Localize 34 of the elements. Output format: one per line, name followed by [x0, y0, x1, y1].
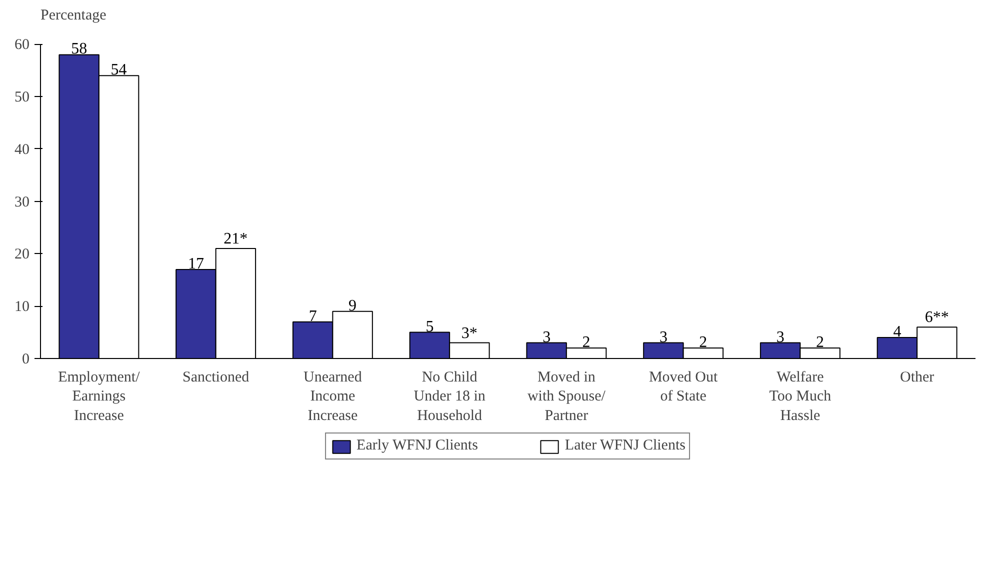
- y-tick-label: 60: [14, 37, 30, 54]
- x-tick-label: Moved Out of State: [648, 370, 719, 405]
- data-label: 3: [776, 328, 784, 346]
- data-label: 2: [699, 334, 708, 352]
- y-axis-title: Percentage: [40, 8, 107, 24]
- y-tick-label: 20: [14, 246, 30, 263]
- x-tick-label: Sanctioned: [182, 370, 250, 386]
- data-label: 4: [893, 324, 902, 341]
- y-tick-label: 50: [14, 90, 30, 106]
- legend-label: Later WFNJ Clients: [564, 438, 686, 454]
- data-label: 6**: [924, 309, 949, 326]
- x-tick-label: Moved in with Spouse/ Partner: [527, 370, 606, 424]
- x-tick-label: Unearned Income Increase: [304, 370, 362, 424]
- legend-label: Early WFNJ Clients: [356, 438, 478, 454]
- y-tick-label: 40: [14, 142, 30, 158]
- data-label: 58: [71, 40, 88, 58]
- data-label: 2: [582, 334, 590, 352]
- x-tick-label: Other: [900, 370, 934, 386]
- data-label: 3: [542, 328, 551, 346]
- data-label: 21*: [224, 230, 248, 248]
- data-label: 17: [188, 255, 204, 272]
- data-label: 7: [308, 308, 317, 325]
- y-tick-label: 0: [22, 352, 30, 368]
- data-label: 2: [816, 334, 824, 352]
- y-tick-label: 10: [14, 299, 30, 316]
- data-label: 3: [659, 328, 668, 346]
- data-label: 9: [348, 297, 357, 314]
- y-tick-label: 30: [14, 194, 30, 210]
- x-tick-label: Welfare Too Much Hassle: [769, 370, 832, 424]
- x-tick-label: Employment/ Earnings Increase: [58, 370, 141, 424]
- data-label: 3*: [461, 324, 478, 342]
- data-label: 54: [110, 62, 127, 79]
- data-label: 5: [426, 318, 434, 336]
- x-tick-label: No Child Under 18 in Household: [414, 370, 486, 424]
